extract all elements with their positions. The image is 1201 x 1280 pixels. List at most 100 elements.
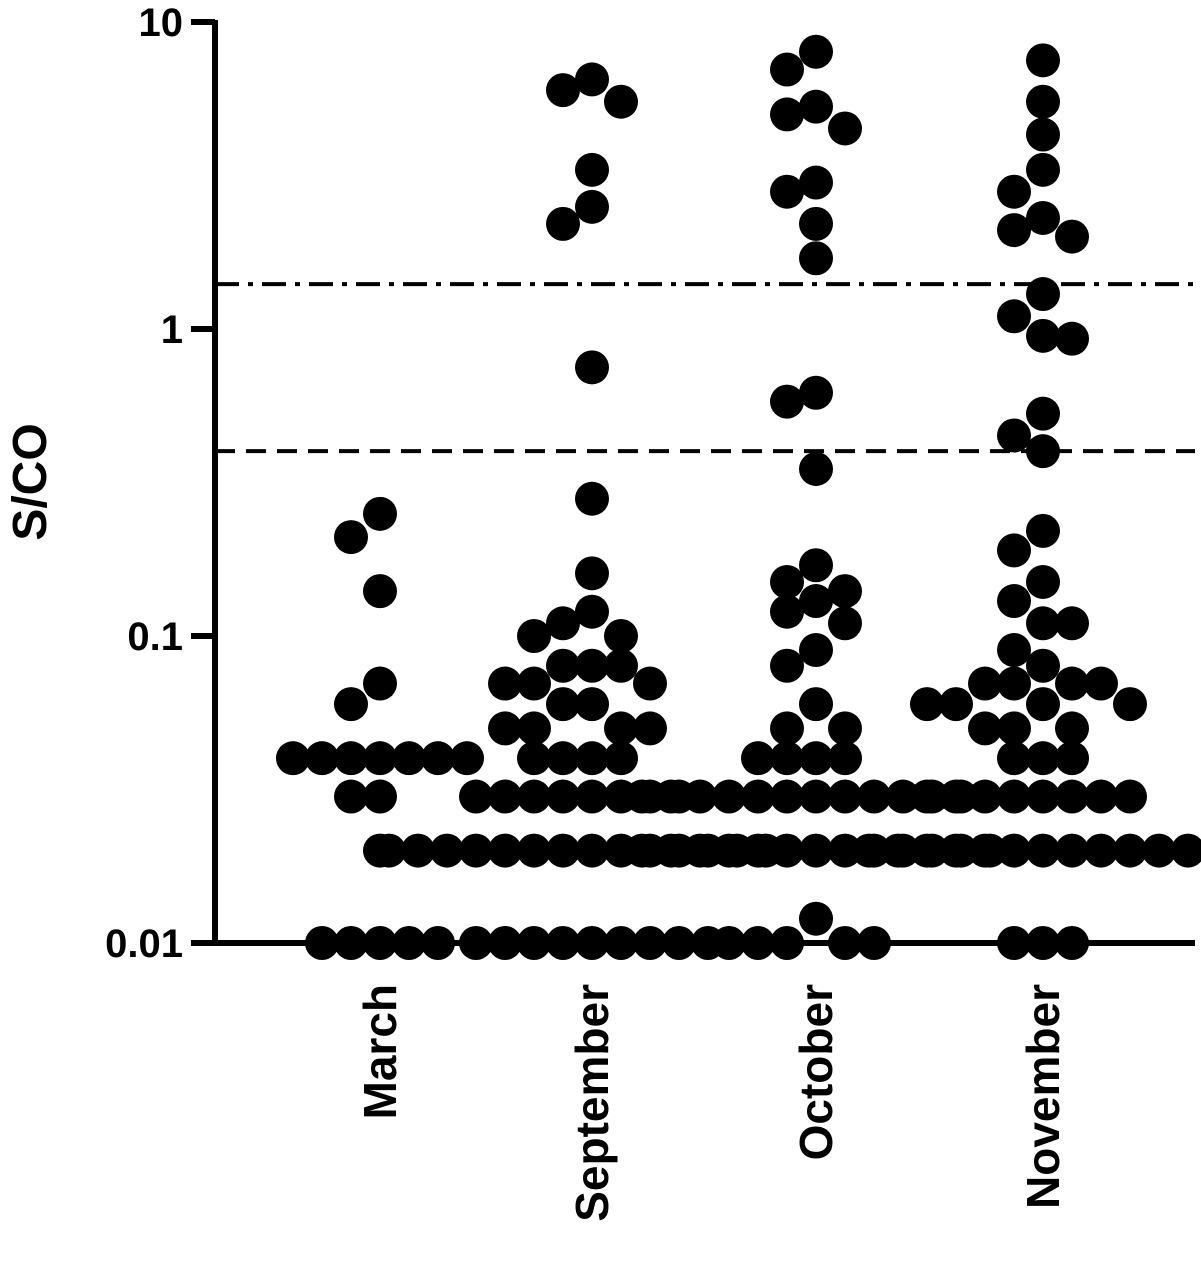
data-point xyxy=(799,451,833,486)
data-point xyxy=(1055,741,1089,776)
data-point xyxy=(770,174,804,209)
data-point xyxy=(828,779,862,814)
data-point xyxy=(401,833,435,868)
data-point xyxy=(575,481,609,516)
data-point xyxy=(1084,833,1118,868)
data-point xyxy=(968,666,1002,701)
data-point xyxy=(1113,779,1147,814)
data-point xyxy=(363,666,397,701)
data-point xyxy=(1055,833,1089,868)
data-point xyxy=(575,833,609,868)
category-label-october: October xyxy=(790,984,842,1160)
data-point xyxy=(799,687,833,722)
category-label-march: March xyxy=(354,984,406,1119)
category-labels: March September October November xyxy=(354,984,1069,1222)
y-axis-title: S/CO xyxy=(4,423,57,540)
category-label-november: November xyxy=(1017,984,1069,1209)
data-point xyxy=(939,687,973,722)
data-point xyxy=(799,633,833,668)
data-point xyxy=(1084,666,1118,701)
data-point xyxy=(799,833,833,868)
y-tick-label: 0.01 xyxy=(105,922,183,966)
data-point xyxy=(770,833,804,868)
data-point xyxy=(997,299,1031,334)
data-point xyxy=(625,833,659,868)
data-point xyxy=(939,779,973,814)
data-point xyxy=(1026,741,1060,776)
data-point xyxy=(517,619,551,653)
data-point xyxy=(1142,833,1176,868)
data-point xyxy=(997,666,1031,701)
data-point xyxy=(1113,833,1147,868)
data-point xyxy=(770,564,804,599)
data-point xyxy=(1055,606,1089,641)
data-point xyxy=(770,594,804,629)
data-point xyxy=(546,741,580,776)
data-point xyxy=(741,741,775,776)
data-point xyxy=(363,574,397,609)
data-point xyxy=(1171,833,1201,868)
data-point xyxy=(1113,687,1147,722)
data-point xyxy=(881,833,915,868)
data-point xyxy=(488,779,522,814)
data-point xyxy=(488,666,522,701)
data-point xyxy=(857,779,891,814)
data-point xyxy=(575,62,609,97)
data-point xyxy=(712,779,746,814)
data-point xyxy=(517,833,551,868)
data-point xyxy=(546,833,580,868)
data-point xyxy=(799,34,833,69)
data-point xyxy=(1026,200,1060,235)
data-point xyxy=(770,648,804,683)
data-point xyxy=(488,833,522,868)
data-point xyxy=(770,741,804,776)
data-point xyxy=(1055,711,1089,746)
data-point xyxy=(575,687,609,722)
y-tick-label: 0.1 xyxy=(127,615,183,659)
data-point xyxy=(886,779,920,814)
data-point xyxy=(575,648,609,683)
data-point xyxy=(828,111,862,146)
data-point xyxy=(1026,152,1060,187)
data-point xyxy=(575,779,609,814)
y-tick-label: 10 xyxy=(139,1,184,45)
data-point xyxy=(1026,277,1060,312)
data-point xyxy=(770,384,804,419)
data-point xyxy=(575,741,609,776)
data-point xyxy=(828,606,862,641)
data-point xyxy=(997,418,1031,453)
data-point xyxy=(770,97,804,132)
data-point xyxy=(1026,564,1060,599)
data-point xyxy=(852,833,886,868)
data-point xyxy=(654,779,688,814)
data-point xyxy=(910,687,944,722)
data-point xyxy=(770,711,804,746)
data-point xyxy=(1026,396,1060,431)
data-point xyxy=(546,779,580,814)
data-point xyxy=(575,152,609,187)
data-point xyxy=(1026,833,1060,868)
data-point xyxy=(604,619,638,653)
data-point xyxy=(546,206,580,241)
data-point xyxy=(1026,687,1060,722)
data-point xyxy=(799,165,833,200)
y-ticks: 10 1 0.1 0.01 xyxy=(105,1,215,966)
data-point xyxy=(517,711,551,746)
data-point xyxy=(799,548,833,583)
data-point xyxy=(604,711,638,746)
data-point xyxy=(828,741,862,776)
data-point xyxy=(546,648,580,683)
data-point xyxy=(1055,219,1089,254)
data-point xyxy=(334,520,368,555)
data-point xyxy=(604,741,638,776)
data-point xyxy=(633,711,667,746)
data-point xyxy=(604,648,638,683)
data-point xyxy=(799,779,833,814)
data-point xyxy=(654,833,688,868)
data-point xyxy=(997,533,1031,568)
data-point xyxy=(363,741,397,776)
data-point xyxy=(1055,321,1089,356)
data-point xyxy=(1026,117,1060,152)
data-point xyxy=(372,833,406,868)
data-point xyxy=(799,206,833,241)
